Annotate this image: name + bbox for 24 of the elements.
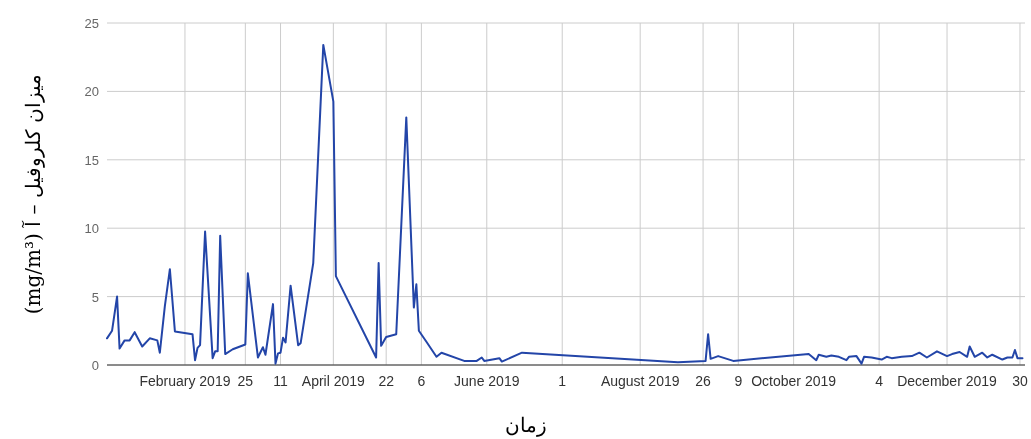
x-tick-label: 22 bbox=[378, 373, 395, 389]
x-tick-label: 4 bbox=[875, 373, 884, 389]
y-tick-label: 10 bbox=[84, 221, 99, 237]
y-tick-label: 25 bbox=[84, 16, 99, 31]
x-tick-label: February 2019 bbox=[139, 373, 231, 389]
x-axis-title: زمان bbox=[505, 413, 547, 437]
x-tick-label: 1 bbox=[558, 373, 567, 389]
x-tick-label: 9 bbox=[734, 373, 743, 389]
y-tick-label: 0 bbox=[91, 358, 99, 373]
y-tick-label: 20 bbox=[84, 84, 99, 100]
y-tick-label: 5 bbox=[91, 289, 99, 305]
x-tick-label: October 2019 bbox=[751, 373, 837, 389]
y-tick-label: 15 bbox=[84, 152, 99, 168]
x-tick-label: August 2019 bbox=[600, 373, 680, 389]
x-tick-label: 25 bbox=[237, 373, 254, 389]
x-tick-label: 11 bbox=[273, 373, 289, 389]
x-tick-label: April 2019 bbox=[301, 373, 366, 389]
x-tick-label: 6 bbox=[417, 373, 426, 389]
x-tick-label: 30 bbox=[1012, 373, 1028, 389]
x-tick-label: June 2019 bbox=[454, 373, 520, 389]
x-tick-label: 26 bbox=[695, 373, 712, 389]
x-tick-label: December 2019 bbox=[897, 373, 998, 389]
y-axis-title: میزان کلروفیل – آ (mg/m³) bbox=[21, 73, 45, 315]
line-series bbox=[106, 43, 1024, 365]
